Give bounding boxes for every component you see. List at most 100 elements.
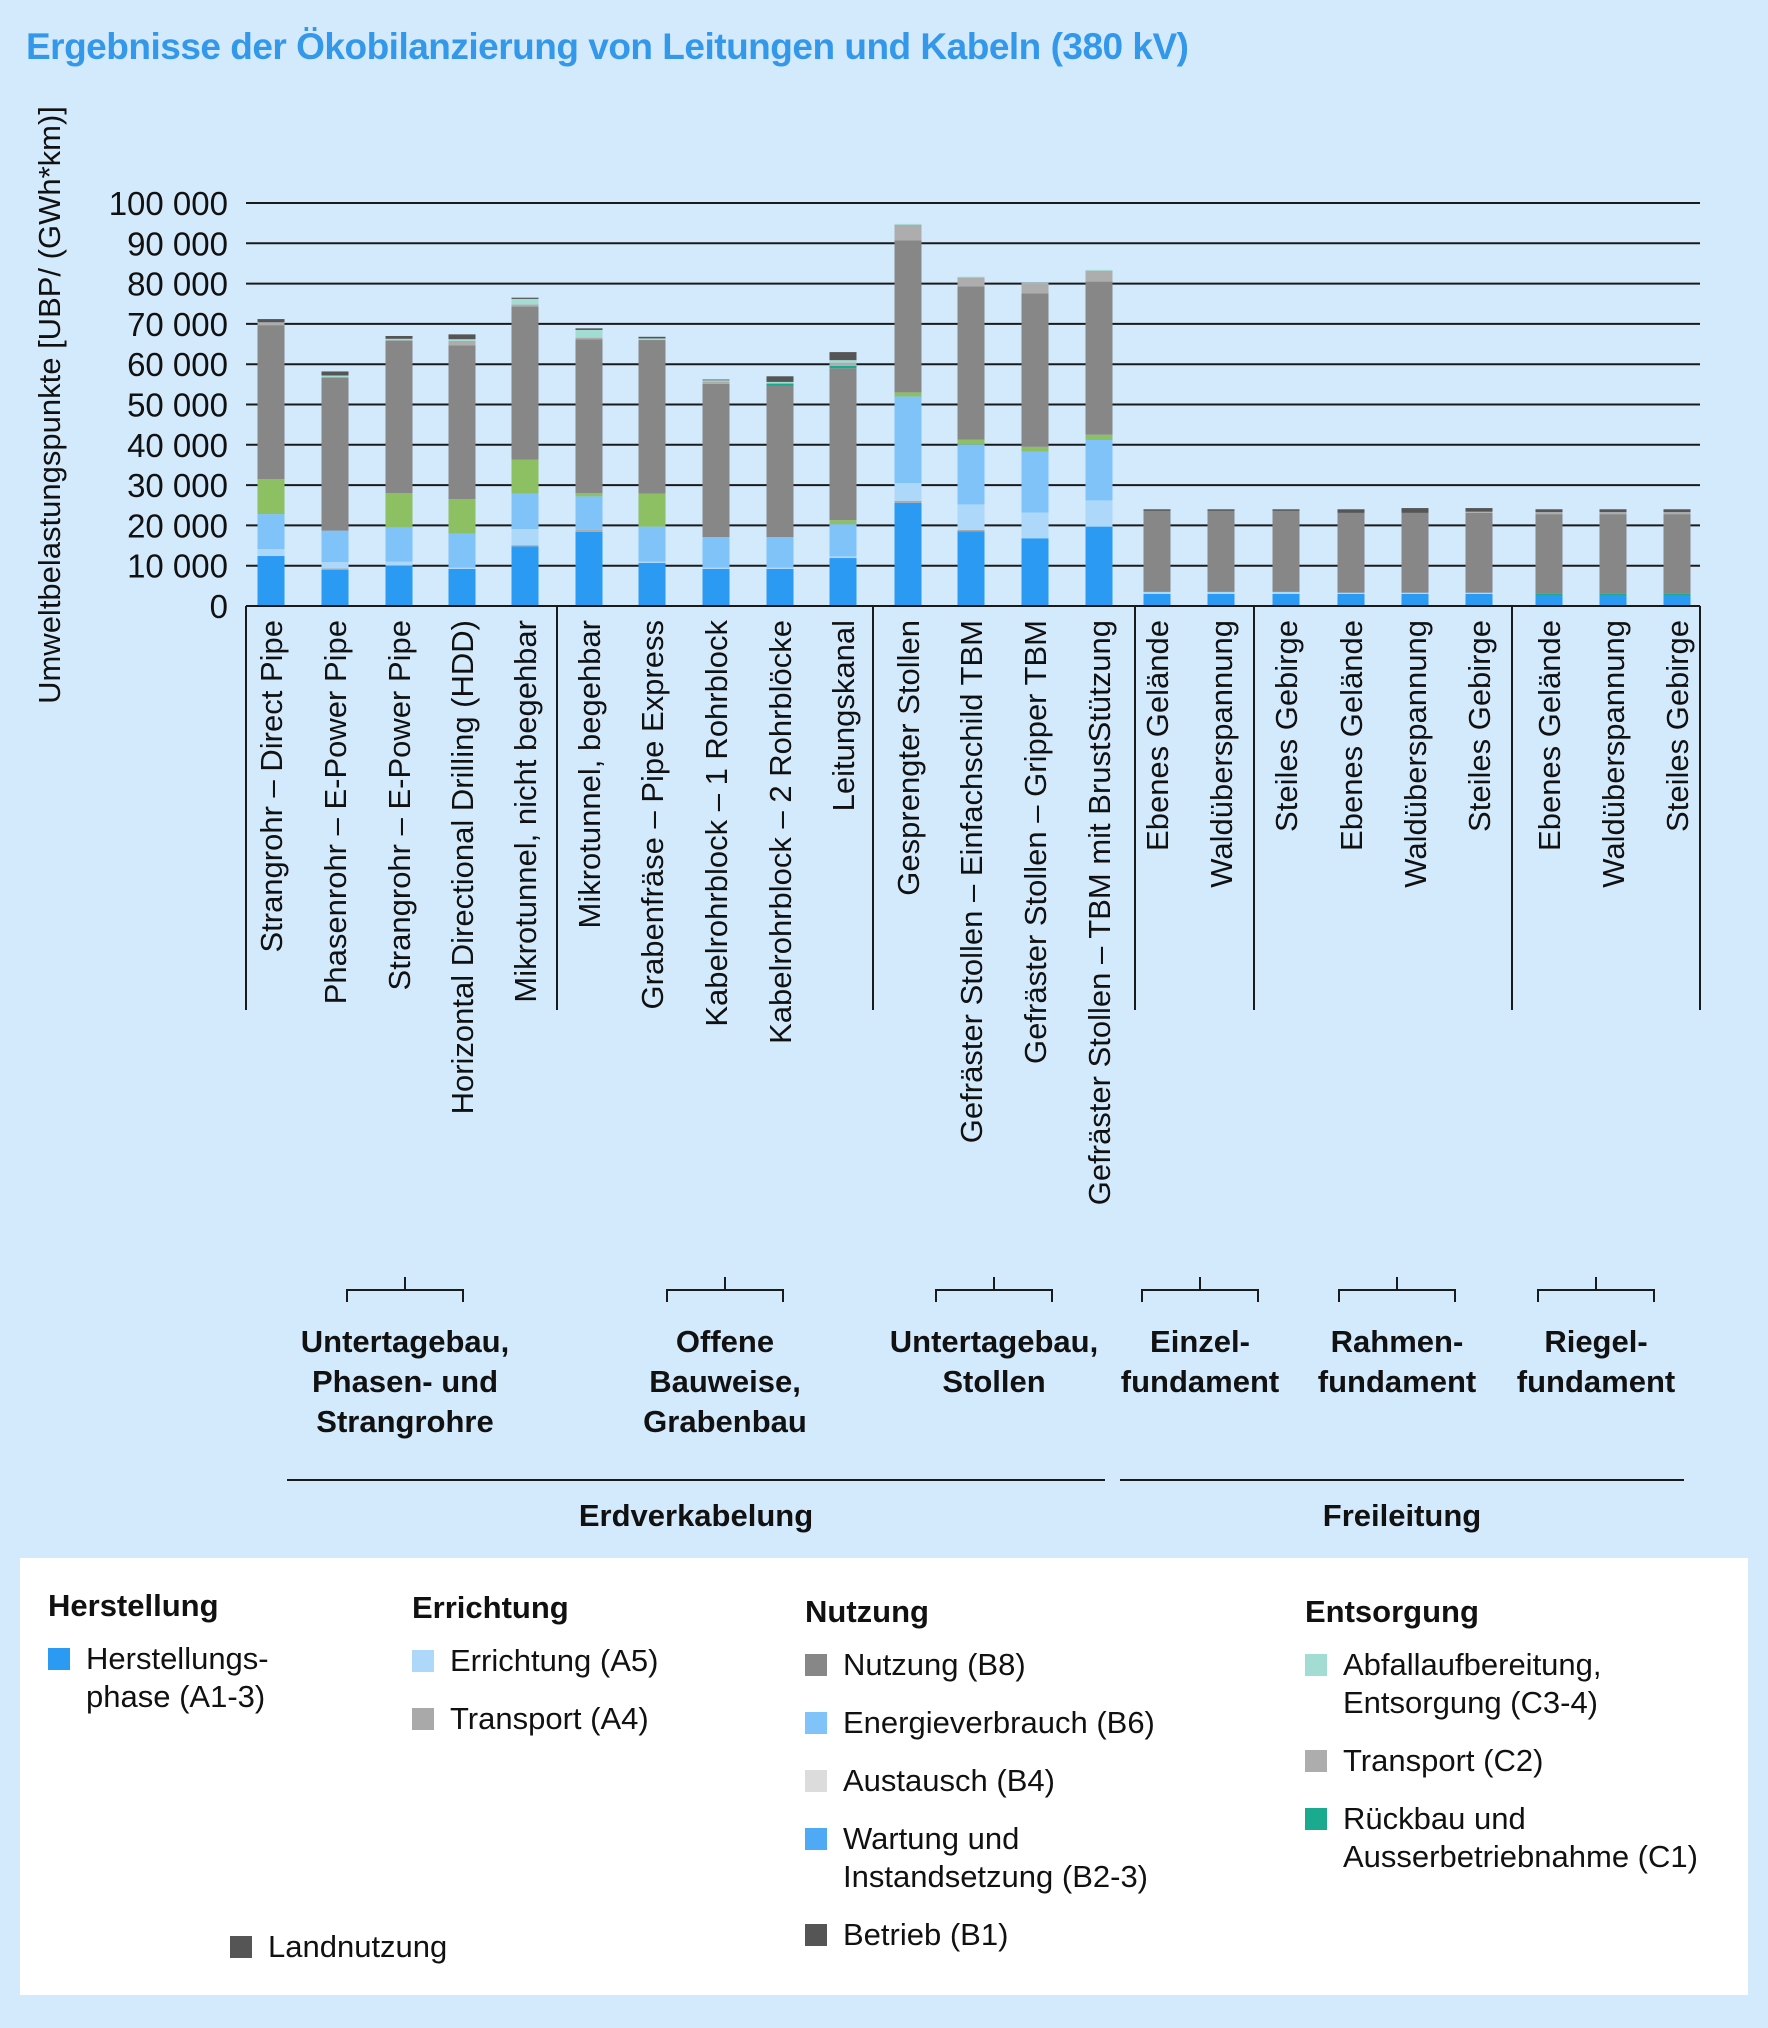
group-bracket bbox=[1141, 1277, 1259, 1302]
legend-label: Errichtung (A5) bbox=[450, 1643, 659, 1678]
y-tick-label: 30 000 bbox=[127, 467, 228, 504]
legend-item: Betrieb (B1) bbox=[805, 1916, 1155, 1954]
bar-segment bbox=[321, 568, 349, 570]
legend-heading: Errichtung bbox=[412, 1590, 569, 1625]
bar-segment bbox=[957, 444, 985, 505]
bar-segment bbox=[766, 537, 794, 568]
legend-item: Herstellungs- phase (A1-3) bbox=[48, 1640, 269, 1716]
bar-segment bbox=[766, 567, 794, 569]
category-label: Steiles Gebirge bbox=[1660, 620, 1695, 832]
bar-segment bbox=[321, 371, 349, 376]
group-label-line: Riegel- bbox=[1544, 1324, 1647, 1359]
bar-segment bbox=[702, 568, 730, 606]
bar-segment bbox=[1401, 593, 1429, 606]
legend-swatch bbox=[230, 1936, 252, 1958]
legend-item: Energieverbrauch (B6) bbox=[805, 1704, 1155, 1742]
category-label: Kabelrohrblock – 2 Rohrblöcke bbox=[763, 620, 798, 1044]
legend-swatch bbox=[1305, 1654, 1327, 1676]
bar-segment bbox=[1663, 512, 1691, 515]
bar-segment bbox=[1599, 595, 1627, 606]
bar-segment bbox=[1535, 595, 1563, 606]
bar-segment bbox=[957, 531, 985, 606]
category-label: Phasenrohr – E-Power Pipe bbox=[318, 620, 353, 1004]
bar-stack bbox=[1085, 269, 1113, 606]
bar-segment bbox=[257, 514, 285, 550]
bar-segment bbox=[1021, 446, 1049, 452]
group-label-line: Einzel- bbox=[1150, 1324, 1250, 1359]
bar-segment bbox=[448, 345, 476, 500]
bar-segment bbox=[957, 504, 985, 530]
bar-segment bbox=[829, 520, 857, 525]
bar-segment bbox=[829, 524, 857, 557]
bar-segment bbox=[894, 240, 922, 393]
x-axis-frame bbox=[245, 605, 1701, 1010]
legend-swatch bbox=[48, 1648, 70, 1670]
legend-swatch bbox=[805, 1770, 827, 1792]
bar-segment bbox=[1207, 510, 1235, 592]
group-label-line: Stollen bbox=[942, 1364, 1045, 1399]
group-label-line: Untertagebau, bbox=[890, 1324, 1098, 1359]
bar-segment bbox=[385, 561, 413, 566]
category-label: Gefräster Stollen – Gripper TBM bbox=[1018, 620, 1053, 1064]
bar-segment bbox=[638, 561, 666, 563]
bar-stack bbox=[829, 352, 857, 606]
bar-segment bbox=[1207, 509, 1235, 511]
y-tick-label: 10 000 bbox=[127, 548, 228, 585]
bar-segment bbox=[257, 322, 285, 326]
category-label: Gefräster Stollen – Einfachschild TBM bbox=[954, 620, 989, 1143]
y-tick-label: 70 000 bbox=[127, 306, 228, 343]
supergroup-label: Freileitung bbox=[1323, 1498, 1481, 1533]
bar-segment bbox=[1535, 514, 1563, 594]
bar-segment bbox=[894, 483, 922, 501]
bar-segment bbox=[702, 537, 730, 568]
bar-stack bbox=[511, 297, 539, 606]
legend-item: Errichtung (A5) bbox=[412, 1642, 658, 1680]
bar-segment bbox=[957, 286, 985, 440]
bar-segment bbox=[1143, 593, 1171, 606]
bar-segment bbox=[894, 502, 922, 606]
bar-segment bbox=[829, 556, 857, 559]
bar-segment bbox=[638, 562, 666, 606]
group-label-line: Phasen- und bbox=[312, 1364, 498, 1399]
legend-swatch bbox=[412, 1650, 434, 1672]
bar-segment bbox=[1207, 593, 1235, 606]
bar-segment bbox=[1085, 270, 1113, 282]
bar-segment bbox=[575, 329, 603, 338]
bar-segment bbox=[957, 439, 985, 445]
bar-segment bbox=[1663, 593, 1691, 596]
bar-segment bbox=[575, 531, 603, 606]
category-labels: Strangrohr – Direct Pipe Phasenrohr – E-P… bbox=[254, 620, 1695, 1206]
legend-heading: Herstellung bbox=[48, 1588, 219, 1623]
bar-segment bbox=[1085, 500, 1113, 527]
bar-segment bbox=[702, 567, 730, 569]
category-label: Waldüberspannung bbox=[1204, 620, 1239, 888]
category-label: Strangrohr – E-Power Pipe bbox=[382, 620, 417, 990]
group-bracket bbox=[935, 1277, 1053, 1302]
bar-segment bbox=[321, 530, 349, 563]
bar-segment bbox=[638, 493, 666, 527]
bar-segment bbox=[1021, 293, 1049, 447]
bar-segment bbox=[1401, 512, 1429, 593]
legend-item: Austausch (B4) bbox=[805, 1762, 1155, 1800]
bar-segment bbox=[638, 336, 666, 339]
bar-segment bbox=[894, 500, 922, 503]
y-axis-label: Umweltbelastungspunkte [UBP/ (GWh*km)] bbox=[32, 106, 67, 704]
bar-stack bbox=[702, 379, 730, 606]
bar-segment bbox=[511, 306, 539, 460]
bar-stack bbox=[1535, 509, 1563, 606]
category-label: Steiles Gebirge bbox=[1269, 620, 1304, 832]
bar-segment bbox=[702, 383, 730, 538]
bar-segment bbox=[448, 339, 476, 341]
group-labels: Untertagebau, Phasen- und Strangrohre Offen… bbox=[301, 1277, 1675, 1439]
bar-stack bbox=[321, 371, 349, 606]
group-bracket bbox=[346, 1277, 464, 1302]
legend-heading: Entsorgung bbox=[1305, 1594, 1479, 1629]
category-label: Leitungskanal bbox=[826, 620, 861, 811]
legend-column: Nutzung Nutzung (B8) Energieverbrauch (B6)… bbox=[805, 1594, 1155, 1974]
bar-segment bbox=[1085, 439, 1113, 501]
legend-item: Abfallaufbereitung, Entsorgung (C3-4) bbox=[1305, 1646, 1698, 1722]
bar-stack bbox=[766, 376, 794, 606]
bar-segment bbox=[1143, 591, 1171, 594]
